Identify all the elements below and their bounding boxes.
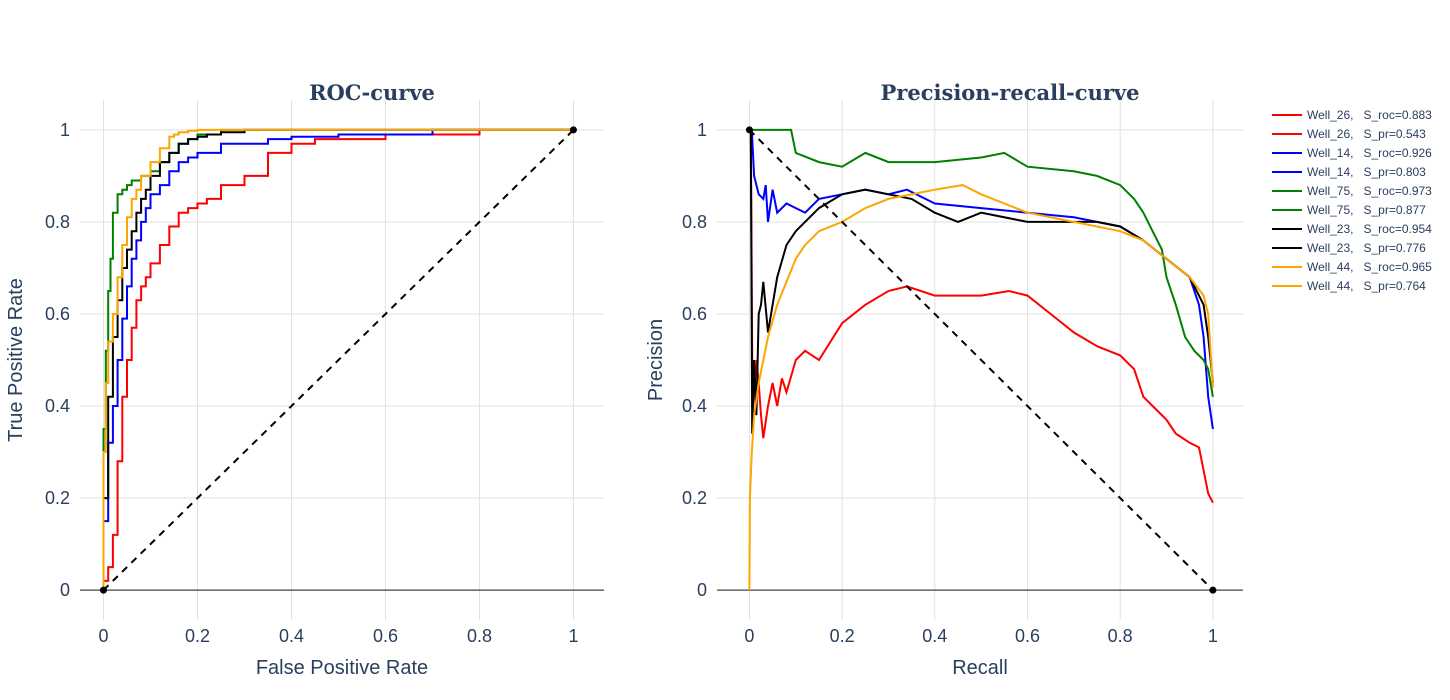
pr-ytick-label: 0.4 [682, 396, 707, 416]
pr-xaxis-label: Recall [952, 657, 1008, 679]
roc-series-line-4 [102, 128, 574, 591]
legend-entry-label: Well_75, S_roc=0.973 [1307, 184, 1432, 198]
roc-series-line-0 [102, 128, 574, 591]
roc-xtick-label: 0.6 [373, 626, 398, 646]
pr-ytick-label: 0.8 [682, 212, 707, 232]
legend-entry-label: Well_75, S_pr=0.877 [1307, 203, 1426, 217]
roc-yaxis-label: True Positive Rate [5, 278, 27, 442]
pr-ytick-label: 0.2 [682, 488, 707, 508]
roc-xtick-label: 0 [98, 626, 108, 646]
pr-xtick-label: 0 [744, 626, 754, 646]
roc-xtick-label: 0.4 [279, 626, 304, 646]
pr-diagonal-point [1209, 586, 1217, 594]
legend-entry-label: Well_23, S_roc=0.954 [1307, 222, 1432, 236]
pr-xtick-label: 0.8 [1108, 626, 1133, 646]
roc-xtick-label: 0.8 [467, 626, 492, 646]
pr-ytick-label: 1 [697, 120, 707, 140]
roc-ytick-label: 0.6 [45, 304, 70, 324]
pr-xtick-label: 1 [1208, 626, 1218, 646]
roc-xtick-label: 1 [568, 626, 578, 646]
roc-series-line-1 [102, 128, 574, 591]
roc-xtick-label: 0.2 [185, 626, 210, 646]
pr-diagonal-point [745, 126, 753, 134]
pr-title: Precision-recall-curve [881, 80, 1140, 105]
pr-ytick-label: 0 [697, 580, 707, 600]
pr-xtick-label: 0.4 [922, 626, 947, 646]
roc-panel: 0 0.2 0.4 0.6 0.8 1 0 0.2 0.4 0.6 0.8 1 ROC-curve Fal… [5, 80, 604, 679]
legend: Well_26, S_roc=0.883 Well_26, S_pr=0.543 W… [1272, 108, 1432, 293]
roc-series-line-5 [102, 129, 575, 591]
pr-panel: 0 0.2 0.4 0.6 0.8 1 0 0.2 0.4 0.6 0.8 1 Precision-re… [645, 80, 1243, 679]
pr-series-line-2 [749, 128, 1214, 397]
legend-entry-label: Well_23, S_pr=0.776 [1307, 241, 1426, 255]
legend-entry-label: Well_44, S_pr=0.764 [1307, 279, 1426, 293]
pr-series-line-1 [749, 128, 1214, 430]
roc-ytick-label: 1 [60, 120, 70, 140]
legend-entry-label: Well_26, S_roc=0.883 [1307, 108, 1432, 122]
roc-ytick-label: 0 [60, 580, 70, 600]
roc-title: ROC-curve [309, 80, 435, 105]
pr-xtick-label: 0.6 [1015, 626, 1040, 646]
roc-xaxis-label: False Positive Rate [256, 657, 428, 679]
legend-entry-label: Well_14, S_roc=0.926 [1307, 146, 1432, 160]
pr-series-line-5 [748, 129, 1214, 591]
roc-ytick-label: 0.2 [45, 488, 70, 508]
legend-entry-label: Well_44, S_roc=0.965 [1307, 260, 1432, 274]
roc-ytick-label: 0.8 [45, 212, 70, 232]
pr-xtick-label: 0.2 [830, 626, 855, 646]
pr-yaxis-label: Precision [645, 319, 667, 401]
pr-ytick-label: 0.6 [682, 304, 707, 324]
legend-entry-label: Well_26, S_pr=0.543 [1307, 127, 1426, 141]
pr-series-line-0 [749, 128, 1214, 504]
pr-series-line-4 [748, 184, 1214, 591]
roc-diagonal-point [569, 126, 577, 134]
roc-ytick-label: 0.4 [45, 396, 70, 416]
roc-diagonal-point [99, 586, 107, 594]
legend-entry-label: Well_14, S_pr=0.803 [1307, 165, 1426, 179]
pr-series-line-3 [749, 128, 1214, 434]
